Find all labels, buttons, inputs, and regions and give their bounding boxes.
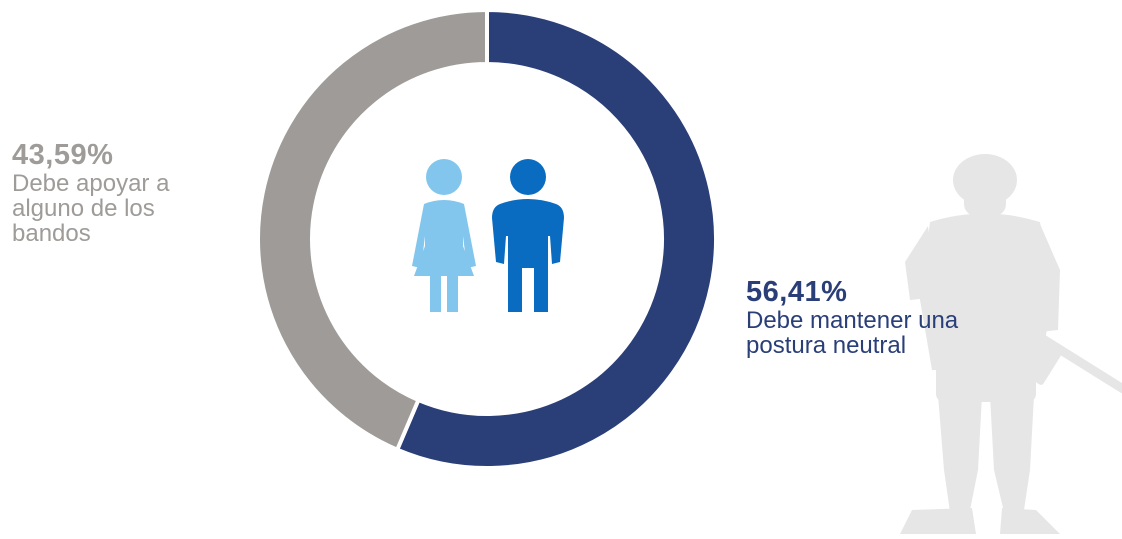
support-description-line3: bandos xyxy=(12,220,91,247)
soldier-left-arm xyxy=(905,226,932,300)
support-percentage: 43,59% xyxy=(12,139,114,171)
woman-body xyxy=(412,200,476,312)
soldier-right-arm xyxy=(1038,224,1060,332)
soldier-hips xyxy=(936,362,1036,402)
soldier-right-leg xyxy=(990,395,1034,512)
neutral-description-line2: postura neutral xyxy=(746,332,907,359)
support-description-line2: alguno de los xyxy=(12,195,155,222)
donut-slices xyxy=(256,7,718,470)
soldier-left-boot xyxy=(900,508,976,534)
neutral-description-line1: Debe mantener una xyxy=(746,307,959,334)
woman-head xyxy=(426,159,462,195)
soldier-torso xyxy=(920,213,1052,370)
neutral-percentage: 56,41% xyxy=(746,276,848,308)
soldier-head xyxy=(964,186,1006,216)
man-head xyxy=(510,159,546,195)
soldier-right-boot xyxy=(1000,508,1060,534)
woman-icon xyxy=(412,159,476,312)
man-body xyxy=(492,199,564,312)
soldier-silhouette-icon xyxy=(900,154,1122,534)
donut-slice-support xyxy=(256,7,489,453)
soldier-rifle xyxy=(1014,319,1122,394)
soldier-left-leg xyxy=(938,395,982,512)
label-neutral: 56,41% Debe mantener una postura neutral xyxy=(746,276,1046,359)
support-description-line1: Debe apoyar a xyxy=(12,170,170,197)
soldier-helmet-brim xyxy=(955,178,1015,188)
donut-slice-neutral xyxy=(394,7,718,470)
label-support: 43,59% Debe apoyar a alguno de los bando… xyxy=(12,139,242,247)
man-icon xyxy=(492,159,564,312)
